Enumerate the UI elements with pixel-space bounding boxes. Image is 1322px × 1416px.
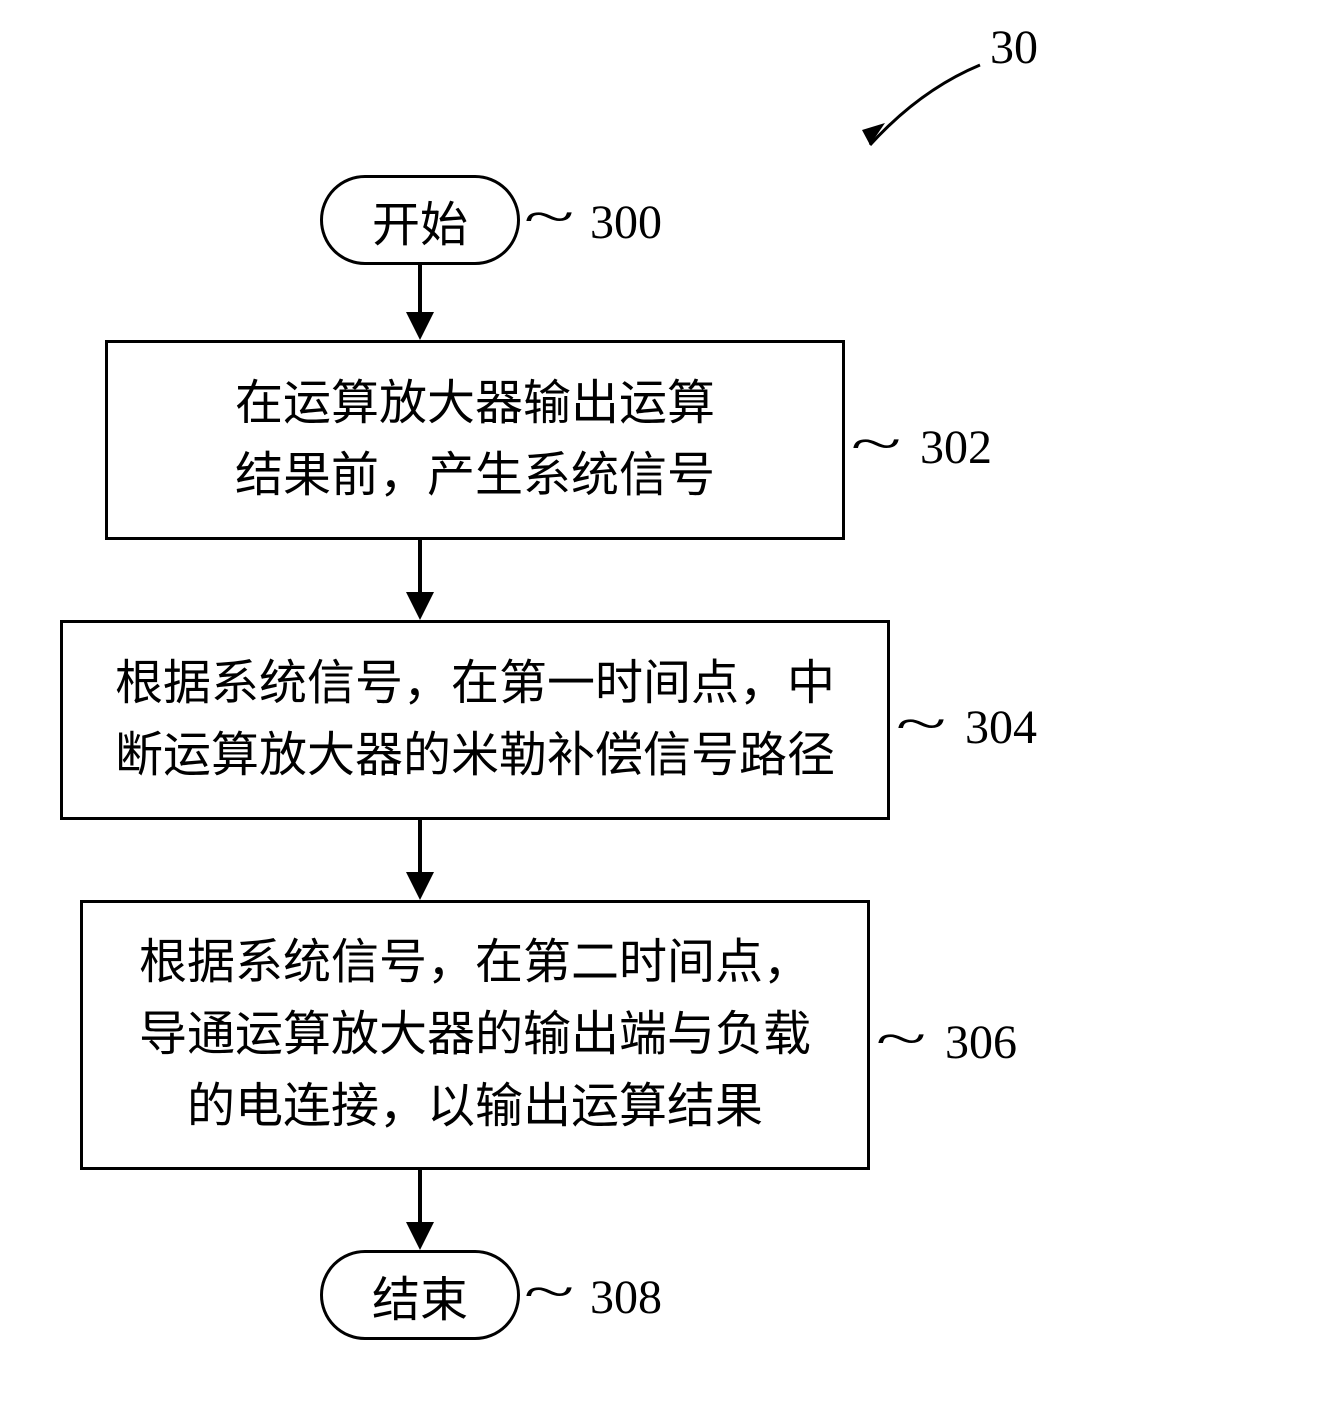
step3-connector: ~	[876, 1010, 927, 1069]
step1-ref: 302	[920, 420, 992, 475]
end-connector: ~	[524, 1263, 575, 1322]
step3-ref: 306	[945, 1015, 1017, 1070]
arrow-3	[418, 820, 422, 875]
step1-label: 在运算放大器输出运算 结果前，产生系统信号	[235, 368, 715, 512]
start-label: 开始	[372, 185, 468, 255]
arrow-1-head	[406, 312, 434, 340]
end-node: 结束	[320, 1250, 520, 1340]
start-node: 开始	[320, 175, 520, 265]
step2-node: 根据系统信号，在第一时间点，中 断运算放大器的米勒补偿信号路径	[60, 620, 890, 820]
end-label: 结束	[372, 1260, 468, 1330]
step1-connector: ~	[851, 415, 902, 474]
step3-label: 根据系统信号，在第二时间点， 导通运算放大器的输出端与负载 的电连接，以输出运算…	[139, 927, 811, 1143]
figure-indicator-arrow	[850, 60, 990, 160]
figure-number: 30	[990, 20, 1038, 75]
end-ref: 308	[590, 1270, 662, 1325]
flowchart-container: 30 开始 ~ 300 在运算放大器输出运算 结果前，产生系统信号 ~ 302 …	[0, 0, 1322, 1416]
arrow-4-head	[406, 1222, 434, 1250]
step2-connector: ~	[896, 695, 947, 754]
arrow-1	[418, 265, 422, 315]
start-connector: ~	[524, 188, 575, 247]
start-ref: 300	[590, 195, 662, 250]
arrow-2	[418, 540, 422, 595]
step3-node: 根据系统信号，在第二时间点， 导通运算放大器的输出端与负载 的电连接，以输出运算…	[80, 900, 870, 1170]
step2-ref: 304	[965, 700, 1037, 755]
arrow-3-head	[406, 872, 434, 900]
arrow-4	[418, 1170, 422, 1225]
arrow-2-head	[406, 592, 434, 620]
step2-label: 根据系统信号，在第一时间点，中 断运算放大器的米勒补偿信号路径	[115, 648, 835, 792]
step1-node: 在运算放大器输出运算 结果前，产生系统信号	[105, 340, 845, 540]
